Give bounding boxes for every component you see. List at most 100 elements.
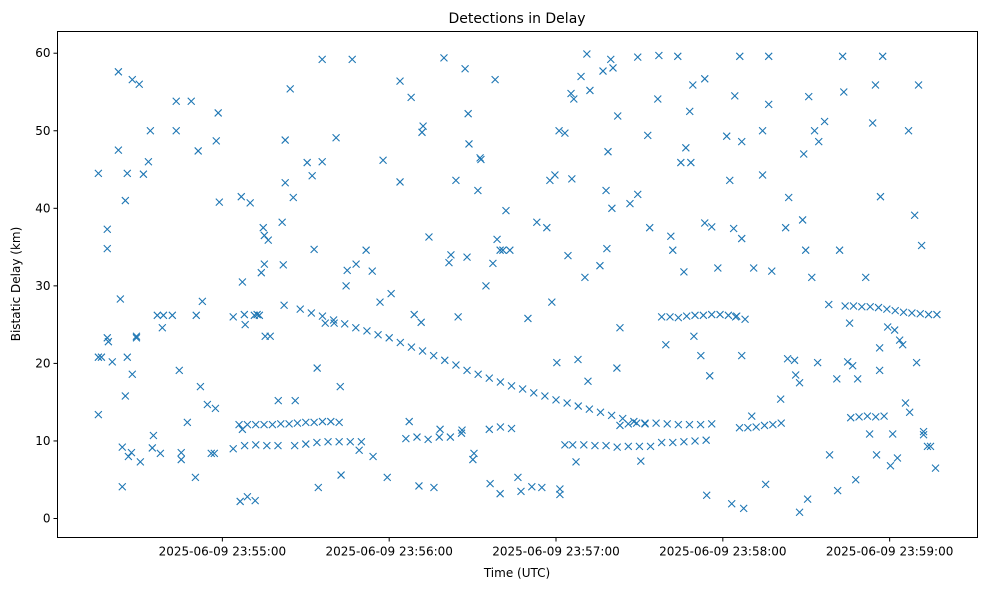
x-tick-label: 2025-06-09 23:59:00 xyxy=(826,545,953,559)
data-point-marker xyxy=(172,126,181,135)
data-point-marker xyxy=(613,364,621,372)
data-point-marker xyxy=(668,438,677,447)
data-point-marker xyxy=(274,441,282,450)
data-point-marker xyxy=(700,74,709,83)
data-point-marker xyxy=(340,319,349,328)
data-point-marker xyxy=(278,218,287,227)
data-point-marker xyxy=(747,412,756,421)
data-point-marker xyxy=(737,137,746,146)
data-point-marker xyxy=(690,332,698,341)
data-point-marker xyxy=(458,426,466,434)
data-point-marker xyxy=(135,80,144,89)
data-point-marker xyxy=(335,437,344,446)
data-point-marker xyxy=(215,198,224,206)
y-tick-label: 20 xyxy=(35,356,50,370)
data-point-marker xyxy=(758,126,767,135)
data-point-marker xyxy=(888,430,897,438)
data-point-marker xyxy=(838,52,847,61)
data-point-marker xyxy=(108,357,117,366)
data-point-marker xyxy=(446,433,455,441)
data-point-marker xyxy=(452,176,460,185)
data-point-marker xyxy=(94,410,103,419)
data-point-marker xyxy=(369,452,377,461)
data-point-marker xyxy=(883,323,892,331)
data-point-marker xyxy=(489,259,497,268)
data-point-marker xyxy=(463,253,471,262)
data-point-marker xyxy=(348,55,357,64)
data-point-marker xyxy=(666,232,675,241)
data-point-marker xyxy=(346,437,355,446)
data-point-marker xyxy=(465,140,473,148)
data-point-marker xyxy=(735,52,744,61)
data-point-marker xyxy=(104,337,113,346)
data-point-marker xyxy=(149,431,158,440)
data-point-marker xyxy=(343,266,352,275)
y-tick-label: 60 xyxy=(35,46,50,60)
data-point-marker xyxy=(668,246,677,255)
data-point-marker xyxy=(156,449,165,458)
data-point-marker xyxy=(257,268,266,277)
data-point-marker xyxy=(893,454,902,462)
data-point-marker xyxy=(241,320,250,329)
data-point-marker xyxy=(355,446,364,455)
data-point-marker xyxy=(318,157,327,166)
data-point-marker xyxy=(581,273,589,282)
data-point-marker xyxy=(676,158,685,167)
data-point-marker xyxy=(768,420,777,429)
data-point-marker xyxy=(790,356,799,365)
data-point-marker xyxy=(363,326,371,335)
data-point-marker xyxy=(168,311,177,320)
data-point-marker xyxy=(383,473,392,482)
data-point-marker xyxy=(661,340,670,349)
data-point-marker xyxy=(758,171,767,179)
data-point-marker xyxy=(633,190,642,199)
data-point-marker xyxy=(240,310,249,319)
data-point-marker xyxy=(749,264,758,272)
data-point-marker xyxy=(845,319,854,327)
data-point-marker xyxy=(608,204,616,213)
data-point-marker xyxy=(542,223,551,232)
data-point-marker xyxy=(318,417,327,426)
data-point-marker xyxy=(424,435,433,444)
data-point-marker xyxy=(251,496,260,505)
data-point-marker xyxy=(114,146,123,155)
data-point-marker xyxy=(781,223,790,232)
data-point-marker xyxy=(685,420,694,429)
data-point-marker xyxy=(418,347,427,355)
data-point-marker xyxy=(396,77,404,86)
data-point-marker xyxy=(878,52,887,61)
y-tick-label: 10 xyxy=(35,434,50,448)
data-point-marker xyxy=(123,353,132,362)
data-point-marker xyxy=(871,413,880,421)
data-point-marker xyxy=(582,50,591,58)
data-point-marker xyxy=(910,211,919,220)
data-point-marker xyxy=(336,382,345,391)
data-point-marker xyxy=(279,261,288,269)
data-point-marker xyxy=(342,281,350,290)
data-point-marker xyxy=(260,420,268,429)
data-point-marker xyxy=(626,199,634,208)
data-point-marker xyxy=(901,399,910,407)
data-point-marker xyxy=(296,305,305,314)
data-point-marker xyxy=(518,385,527,393)
data-point-marker xyxy=(872,451,881,459)
data-point-marker xyxy=(912,358,921,367)
data-point-marker xyxy=(727,499,736,508)
data-point-marker xyxy=(926,442,935,451)
data-point-marker xyxy=(724,311,733,320)
data-point-marker xyxy=(198,297,207,306)
data-point-marker xyxy=(148,444,157,452)
data-point-marker xyxy=(700,219,709,227)
data-point-marker xyxy=(764,100,773,109)
data-point-marker xyxy=(707,310,716,319)
data-point-marker xyxy=(379,156,387,165)
data-point-marker xyxy=(552,395,560,404)
data-point-marker xyxy=(308,171,317,180)
data-point-marker xyxy=(820,117,829,126)
data-point-marker xyxy=(307,309,316,317)
data-point-marker xyxy=(799,150,808,158)
data-point-marker xyxy=(652,419,660,428)
data-point-marker xyxy=(882,305,891,314)
data-point-marker xyxy=(493,235,501,244)
